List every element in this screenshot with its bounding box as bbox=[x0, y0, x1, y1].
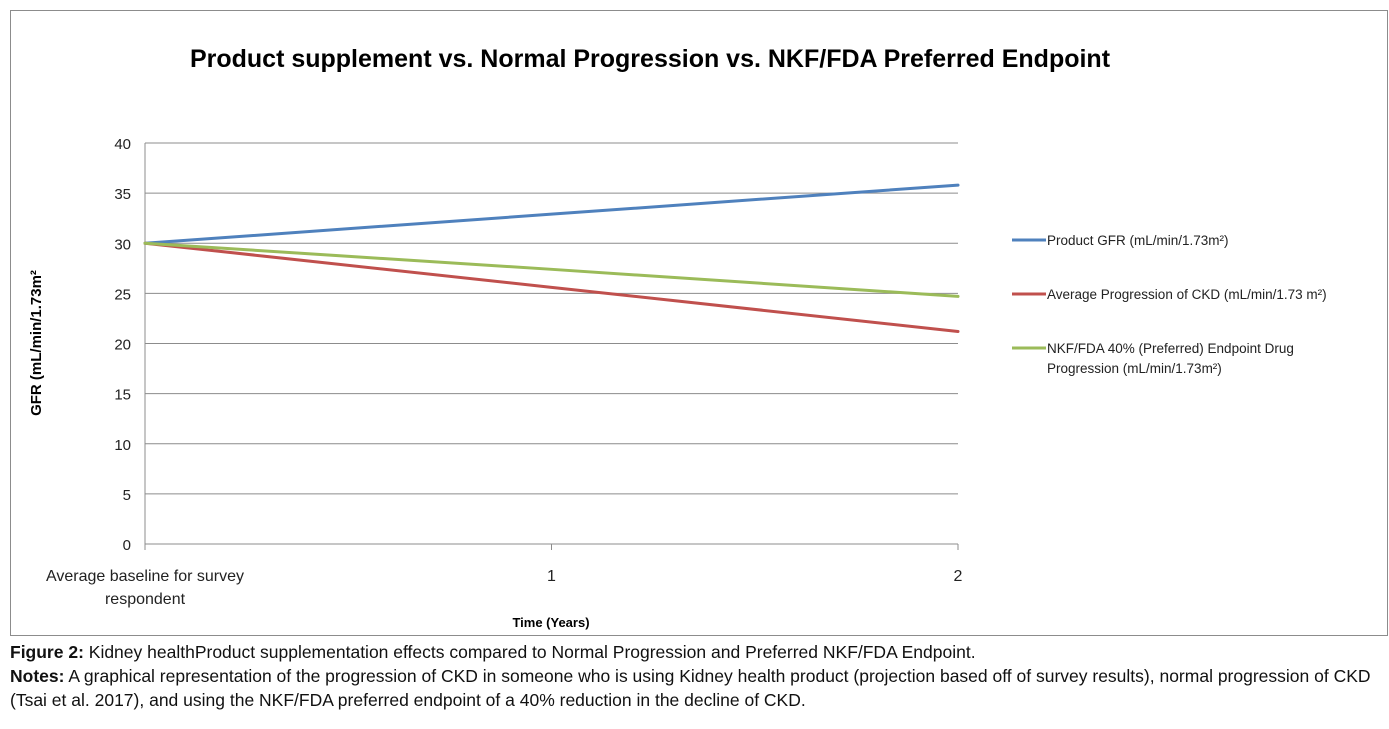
chart-frame bbox=[10, 10, 1388, 636]
series-line bbox=[143, 241, 960, 298]
chart-title: Product supplement vs. Normal Progressio… bbox=[190, 45, 1111, 73]
figure-caption-line: Figure 2: Kidney healthProduct supplemen… bbox=[10, 640, 1382, 664]
y-tick-label: 25 bbox=[114, 286, 131, 303]
x-tick-label: 2 bbox=[954, 568, 963, 585]
y-tick-label: 30 bbox=[114, 236, 131, 253]
line-chart: Product supplement vs. Normal Progressio… bbox=[28, 45, 1327, 630]
series-line bbox=[143, 183, 960, 245]
figure-label: Figure 2: bbox=[10, 642, 84, 662]
legend-label: Progression (mL/min/1.73m²) bbox=[1047, 361, 1222, 376]
series-line bbox=[143, 241, 960, 333]
y-tick-label: 15 bbox=[114, 387, 131, 404]
legend-label: NKF/FDA 40% (Preferred) Endpoint Drug bbox=[1047, 341, 1294, 356]
y-tick-label: 0 bbox=[123, 537, 131, 554]
x-axis-title: Time (Years) bbox=[512, 615, 589, 630]
figure-text: Kidney healthProduct supplementation eff… bbox=[83, 642, 976, 662]
figure-caption: Figure 2: Kidney healthProduct supplemen… bbox=[10, 640, 1382, 712]
y-tick-label: 20 bbox=[114, 337, 131, 354]
y-tick-label: 40 bbox=[114, 136, 131, 153]
notes-paragraph: Notes: A graphical representation of the… bbox=[10, 664, 1382, 712]
y-tick-label: 5 bbox=[123, 487, 131, 504]
y-tick-label: 35 bbox=[114, 186, 131, 203]
x-tick-label: Average baseline for survey bbox=[46, 568, 244, 585]
x-tick-label: respondent bbox=[105, 591, 186, 608]
legend-label: Product GFR (mL/min/1.73m²) bbox=[1047, 233, 1229, 248]
y-tick-label: 10 bbox=[114, 437, 131, 454]
legend-label: Average Progression of CKD (mL/min/1.73 … bbox=[1047, 287, 1327, 302]
notes-text: A graphical representation of the progre… bbox=[10, 666, 1371, 710]
y-axis-title: GFR (mL/min/1.73m² bbox=[28, 270, 45, 416]
x-tick-label: 1 bbox=[547, 568, 556, 585]
notes-label: Notes: bbox=[10, 666, 65, 686]
